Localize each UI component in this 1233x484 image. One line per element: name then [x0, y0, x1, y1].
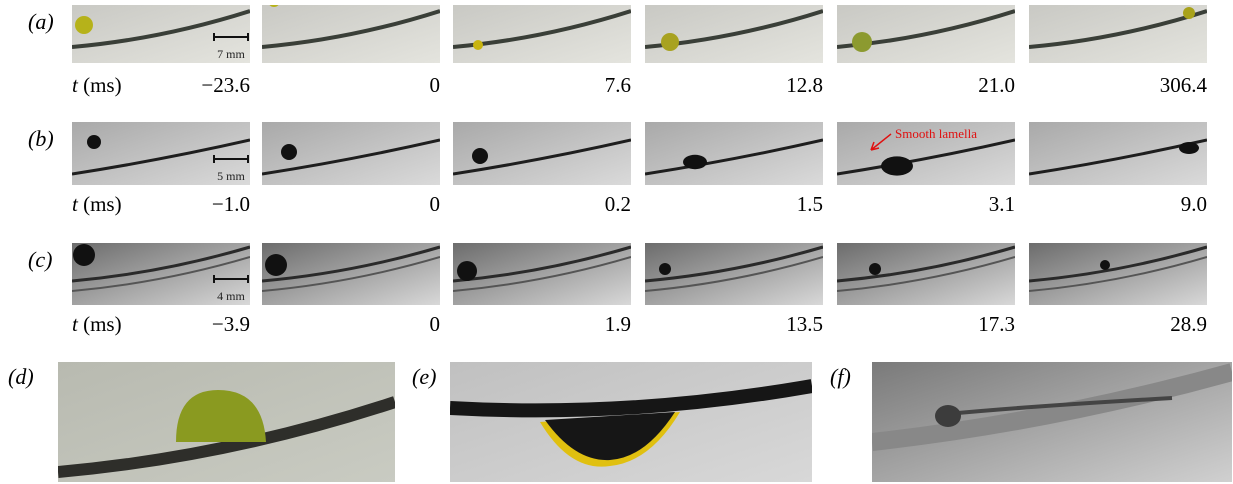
panel-label: (d)	[8, 364, 34, 390]
background	[453, 243, 631, 305]
droplet	[1179, 142, 1199, 154]
time-value: 9.0	[1029, 192, 1207, 217]
time-value: 3.1	[837, 192, 1015, 217]
photo	[1029, 243, 1207, 305]
droplet	[75, 16, 93, 34]
time-value: 0	[262, 73, 440, 98]
photo	[453, 5, 631, 63]
droplet	[472, 148, 488, 164]
time-value: 21.0	[837, 73, 1015, 98]
panel-label: (f)	[830, 364, 851, 390]
time-value: 1.5	[645, 192, 823, 217]
panel-label: (e)	[412, 364, 436, 390]
droplet	[659, 263, 671, 275]
panel-label: (c)	[28, 247, 52, 273]
droplet	[869, 263, 881, 275]
photo: 4 mm	[72, 243, 250, 305]
time-value: 17.3	[837, 312, 1015, 337]
photo: 7 mm	[72, 5, 250, 63]
photo	[262, 122, 440, 185]
droplet	[473, 40, 483, 50]
photo	[837, 243, 1015, 305]
droplet	[1100, 260, 1110, 270]
droplet	[881, 156, 913, 175]
droplet	[87, 135, 101, 149]
photo	[1029, 122, 1207, 185]
scale-label: 5 mm	[217, 169, 245, 183]
photo	[453, 243, 631, 305]
scale-label: 4 mm	[217, 289, 245, 303]
time-value: 12.8	[645, 73, 823, 98]
droplet	[935, 405, 961, 427]
photo	[872, 362, 1232, 482]
time-value: −23.6	[72, 73, 250, 98]
panel-label: (a)	[28, 9, 54, 35]
photo: Smooth lamella	[837, 122, 1015, 185]
photo	[262, 5, 440, 63]
droplet	[852, 32, 872, 52]
droplet	[281, 144, 297, 160]
time-value: −1.0	[72, 192, 250, 217]
background	[1029, 243, 1207, 305]
droplet	[661, 33, 679, 51]
photo	[645, 5, 823, 63]
droplet	[73, 244, 95, 266]
background	[645, 243, 823, 305]
photo	[1029, 5, 1207, 63]
time-value: 13.5	[645, 312, 823, 337]
droplet	[457, 261, 477, 281]
time-value: −3.9	[72, 312, 250, 337]
background	[645, 122, 823, 185]
time-value: 0	[262, 312, 440, 337]
droplet	[1183, 7, 1195, 19]
photo	[837, 5, 1015, 63]
time-value: 28.9	[1029, 312, 1207, 337]
photo	[645, 243, 823, 305]
time-value: 0.2	[453, 192, 631, 217]
background	[1029, 122, 1207, 185]
photo	[262, 243, 440, 305]
figure: (a)t (ms)7 mm−23.607.612.821.0306.4(b)t …	[0, 0, 1233, 484]
photo	[58, 362, 395, 482]
photo	[453, 122, 631, 185]
photo	[645, 122, 823, 185]
photo	[450, 362, 812, 482]
droplet	[265, 254, 287, 276]
panel-label: (b)	[28, 126, 54, 152]
time-value: 306.4	[1029, 73, 1207, 98]
scale-label: 7 mm	[217, 47, 245, 61]
annotation: Smooth lamella	[895, 126, 977, 141]
background	[262, 243, 440, 305]
time-value: 7.6	[453, 73, 631, 98]
droplet	[683, 155, 707, 169]
photo: 5 mm	[72, 122, 250, 185]
time-value: 1.9	[453, 312, 631, 337]
background	[837, 243, 1015, 305]
time-value: 0	[262, 192, 440, 217]
